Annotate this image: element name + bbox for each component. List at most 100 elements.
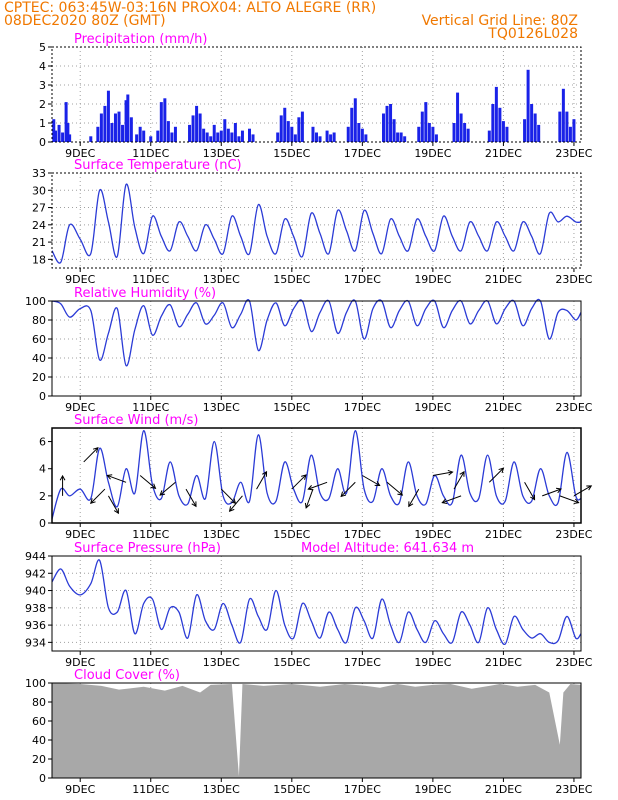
x-tick-label: 13DEC [203, 656, 240, 669]
x-tick-label: 9DEC [65, 656, 95, 669]
precip-bar [498, 107, 502, 142]
pressure-title: Surface Pressure (hPa) [74, 541, 221, 556]
wind-arrow-shaft [542, 488, 562, 497]
wind-arrow-head [586, 485, 593, 491]
wind-arrow [256, 470, 268, 490]
precip-bar [247, 128, 251, 142]
y-tick-label: 4 [39, 463, 46, 476]
y-tick-label: 40 [32, 352, 46, 365]
x-tick-label: 23DEC [555, 147, 592, 160]
x-tick-label: 9DEC [65, 528, 95, 541]
precip-bar [417, 126, 421, 142]
x-tick-label: 11DEC [132, 147, 169, 160]
wind-arrow [340, 481, 356, 498]
precip-bar [297, 117, 301, 142]
precip-bar [129, 117, 133, 142]
station-line: CPTEC: 063:45W-03:16N PROX04: ALTO ALEGR… [4, 0, 377, 16]
precip-bar [568, 126, 572, 142]
precip-bar [452, 123, 456, 142]
precip-bar [209, 136, 213, 142]
wind-arrow-shaft [256, 471, 267, 490]
precip-bar [389, 104, 393, 142]
precip-bar [251, 134, 255, 142]
precip-bar [188, 124, 192, 142]
precip-bar [318, 136, 322, 142]
x-tick-label: 11DEC [132, 273, 169, 286]
header: CPTEC: 063:45W-03:16N PROX04: ALTO ALEGR… [0, 0, 618, 42]
y-tick-label: 24 [32, 219, 46, 232]
wind-arrow-shaft [185, 488, 197, 507]
precip-bar [290, 126, 294, 142]
precip-bar [293, 134, 297, 142]
wind-arrow-head [113, 508, 119, 515]
wind-arrow-shaft [159, 481, 176, 496]
y-tick-label: 20 [32, 371, 46, 384]
x-tick-label: 15DEC [273, 656, 310, 669]
precip-bar [463, 123, 467, 142]
humidity-frame [51, 300, 582, 397]
pressure-series-line [51, 559, 582, 645]
precip-bar [110, 123, 114, 142]
precip-bar [156, 130, 160, 142]
wind-arrow [362, 475, 381, 487]
y-tick-label: 40 [32, 734, 46, 747]
precip-bar [300, 111, 304, 142]
precip-bar [170, 132, 174, 142]
precip-bar [403, 136, 407, 142]
wind-arrow-head [573, 498, 580, 504]
precip-bar [434, 134, 438, 142]
precip-bar [332, 132, 336, 142]
precip-bar [173, 126, 177, 142]
y-tick-label: 0 [39, 390, 46, 403]
y-tick-label: 3 [39, 79, 46, 92]
precip-bar [68, 134, 72, 142]
precip-bar [558, 111, 562, 142]
precip-bar [233, 123, 237, 142]
precip-bar [382, 113, 386, 142]
wind-arrow-shaft [90, 488, 106, 504]
precip-frame [51, 46, 582, 143]
x-tick-label: 23DEC [555, 401, 592, 414]
precip-bar [526, 69, 530, 142]
humidity-series-line [51, 298, 582, 367]
precip-bar [286, 121, 290, 142]
wind-arrow-shaft [107, 495, 119, 514]
x-tick-label: 17DEC [344, 528, 381, 541]
precip-bar [96, 126, 100, 142]
x-tick-label: 21DEC [485, 656, 522, 669]
pressure-frame [51, 555, 582, 652]
x-tick-label: 23DEC [555, 783, 592, 796]
wind-arrow [488, 467, 505, 483]
x-tick-label: 9DEC [65, 147, 95, 160]
precip-bar [135, 134, 139, 142]
precip-bar [329, 134, 333, 142]
y-tick-label: 6 [39, 436, 46, 449]
x-tick-label: 11DEC [132, 528, 169, 541]
wind-arrow-head [191, 501, 197, 508]
wind-arrow [159, 481, 176, 496]
precip-bar [89, 136, 93, 142]
wind-arrow-shaft [305, 488, 314, 509]
precip-bar [501, 121, 505, 142]
y-tick-label: 0 [39, 517, 46, 530]
x-tick-label: 21DEC [485, 401, 522, 414]
precip-bar [431, 126, 435, 142]
wind-arrow-shaft [573, 485, 592, 497]
wind-arrow [90, 488, 106, 504]
precip-bar [223, 119, 227, 142]
precip-bar [360, 128, 364, 142]
x-tick-label: 11DEC [132, 656, 169, 669]
y-tick-label: 938 [25, 602, 46, 615]
x-tick-label: 23DEC [555, 273, 592, 286]
precip-bar [346, 126, 350, 142]
wind-arrow-head [228, 506, 235, 512]
y-tick-label: 27 [32, 202, 46, 215]
temp-frame [51, 172, 582, 269]
precip-bar [219, 130, 223, 142]
precip-bar [52, 119, 56, 142]
precip-bar [117, 111, 121, 142]
wind-arrow-shaft [340, 481, 356, 497]
wind-arrow-head [92, 447, 99, 453]
cloud-panel: 0 20 40 60 80 100 9DEC 11DEC 13DEC 15DEC 17DEC 19DE… [25, 668, 593, 796]
precip-bar [399, 132, 403, 142]
